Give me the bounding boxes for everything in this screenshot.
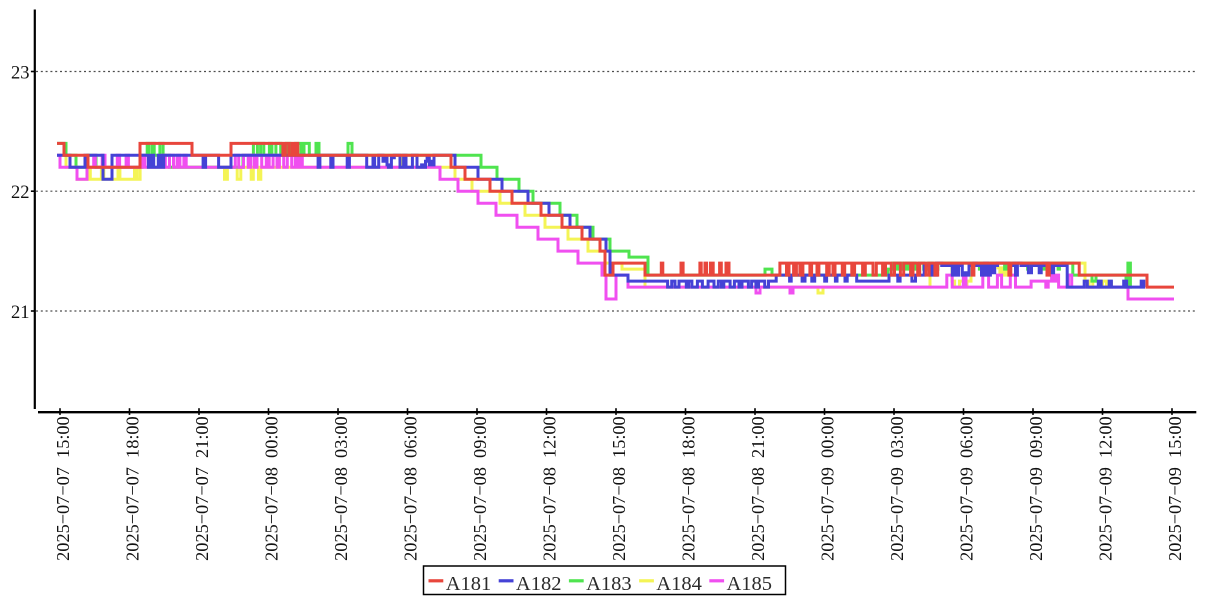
svg-text:2025−07−08 06:00: 2025−07−08 06:00 xyxy=(401,416,421,561)
svg-text:2025−07−08 15:00: 2025−07−08 15:00 xyxy=(609,416,629,561)
svg-text:2025−07−09 03:00: 2025−07−09 03:00 xyxy=(887,416,907,561)
svg-text:2025−07−09 00:00: 2025−07−09 00:00 xyxy=(818,416,838,561)
svg-text:A183: A183 xyxy=(586,573,632,595)
svg-text:21: 21 xyxy=(11,303,30,323)
svg-text:2025−07−07 18:00: 2025−07−07 18:00 xyxy=(123,416,143,561)
svg-text:A184: A184 xyxy=(656,573,702,595)
svg-text:2025−07−08 18:00: 2025−07−08 18:00 xyxy=(679,416,699,561)
svg-text:A185: A185 xyxy=(727,573,773,595)
svg-text:2025−07−07 15:00: 2025−07−07 15:00 xyxy=(53,416,73,561)
svg-text:A181: A181 xyxy=(446,573,492,595)
svg-text:2025−07−07 21:00: 2025−07−07 21:00 xyxy=(192,416,212,561)
svg-text:2025−07−08 21:00: 2025−07−08 21:00 xyxy=(748,416,768,561)
svg-text:2025−07−08 12:00: 2025−07−08 12:00 xyxy=(540,416,560,561)
svg-text:2025−07−09 15:00: 2025−07−09 15:00 xyxy=(1165,416,1185,561)
svg-text:2025−07−08 03:00: 2025−07−08 03:00 xyxy=(331,416,351,561)
svg-text:A182: A182 xyxy=(516,573,562,595)
svg-text:2025−07−09 12:00: 2025−07−09 12:00 xyxy=(1096,416,1116,561)
svg-text:22: 22 xyxy=(11,183,30,203)
svg-text:23: 23 xyxy=(11,64,30,84)
svg-text:2025−07−09 06:00: 2025−07−09 06:00 xyxy=(957,416,977,561)
svg-text:2025−07−08 00:00: 2025−07−08 00:00 xyxy=(262,416,282,561)
svg-text:2025−07−09 09:00: 2025−07−09 09:00 xyxy=(1026,416,1046,561)
svg-text:2025−07−08 09:00: 2025−07−08 09:00 xyxy=(470,416,490,561)
